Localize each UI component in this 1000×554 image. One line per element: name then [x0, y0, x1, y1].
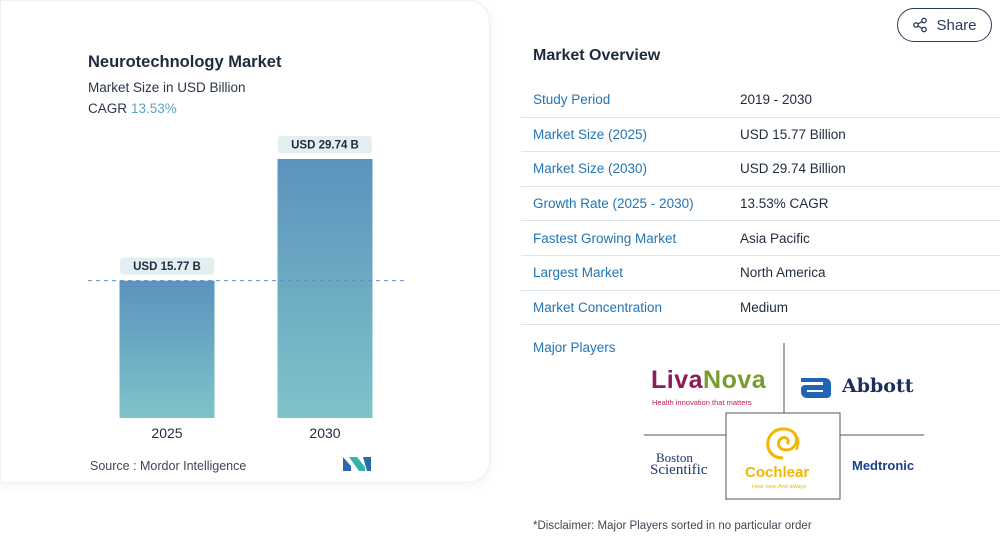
overview-row: Study Period 2019 - 2030: [521, 83, 1000, 118]
chart-title: Neurotechnology Market: [88, 53, 282, 71]
chart-subtitle: Market Size in USD Billion: [88, 80, 246, 95]
cagr-label: CAGR: [88, 101, 128, 116]
overview-key: Market Size (2030): [533, 161, 648, 177]
overview-key: Market Size (2025): [533, 126, 648, 142]
medtronic-logo: Medtronic: [852, 458, 915, 473]
overview-value: USD 15.77 Billion: [740, 126, 846, 142]
overview-row: Largest Market North America: [521, 256, 1000, 291]
livanova-tagline: Health innovation that matters: [652, 398, 752, 407]
data-label: USD 29.74 B: [291, 140, 359, 152]
overview-value: Medium: [740, 299, 789, 315]
major-players-label: Major Players: [533, 340, 616, 355]
source-text: Source : Mordor Intelligence: [90, 459, 247, 473]
share-button[interactable]: Share: [897, 8, 992, 42]
overview-row: Fastest Growing Market Asia Pacific: [521, 221, 1000, 256]
overview-row: Growth Rate (2025 - 2030) 13.53% CAGR: [521, 187, 1000, 222]
share-icon: [913, 17, 928, 33]
abbott-icon: [801, 378, 831, 398]
market-chart-card: Neurotechnology Market Market Size in US…: [0, 0, 490, 483]
cochlear-tagline: Hear now. And always: [752, 484, 807, 490]
overview-value: USD 29.74 Billion: [740, 161, 846, 177]
disclaimer-text: *Disclaimer: Major Players sorted in no …: [533, 520, 812, 532]
overview-value: North America: [740, 265, 826, 281]
overview-key: Growth Rate (2025 - 2030): [533, 196, 694, 212]
data-label: USD 15.77 B: [133, 261, 201, 273]
data-label-bg: [120, 257, 214, 275]
cochlear-swirl-icon: [766, 427, 800, 460]
overview-row: Market Concentration Medium: [521, 291, 1000, 326]
overview-key: Fastest Growing Market: [533, 230, 677, 246]
cochlear-logo: Cochlear: [745, 464, 810, 481]
chart-cagr: CAGR 13.53%: [88, 101, 177, 116]
overview-value: 2019 - 2030: [740, 92, 813, 108]
livanova-logo: LivaNova: [651, 366, 767, 394]
bar-2030: [277, 159, 373, 418]
bar-2025: [119, 280, 215, 418]
x-tick-label: 2030: [309, 425, 340, 441]
overview-key: Largest Market: [533, 265, 624, 281]
boston-scientific-logo: Boston Scientific: [650, 450, 708, 478]
cagr-value: 13.53%: [131, 101, 177, 116]
market-overview-title: Market Overview: [533, 47, 661, 64]
overview-row: Market Size (2030) USD 29.74 Billion: [521, 152, 1000, 187]
market-overview-table: Study Period 2019 - 2030 Market Size (2025…: [521, 83, 1000, 326]
share-label: Share: [936, 16, 977, 34]
overview-value: Asia Pacific: [740, 230, 810, 246]
overview-value: 13.53% CAGR: [740, 196, 829, 212]
data-label-bg: [278, 136, 372, 153]
overview-row: Market Size (2025) USD 15.77 Billion: [521, 118, 1000, 153]
overview-key: Study Period: [533, 92, 611, 108]
overview-key: Market Concentration: [533, 299, 663, 315]
mordor-intelligence-logo: [343, 457, 371, 471]
x-tick-label: 2025: [151, 425, 182, 441]
bar-chart: USD 15.77 B 2025 USD 29.74 B 2030: [88, 136, 406, 441]
abbott-logo: Abbott: [799, 372, 914, 400]
